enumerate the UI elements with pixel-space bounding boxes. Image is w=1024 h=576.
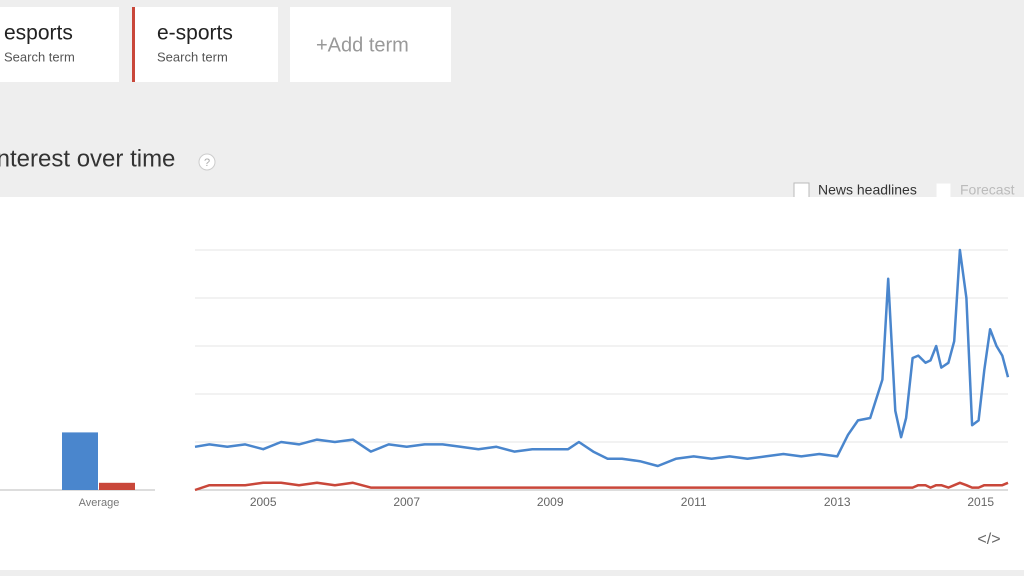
- x-tick-label: 2013: [824, 495, 851, 509]
- series-line: [194, 481, 1009, 492]
- x-tick-label: 2009: [537, 495, 564, 509]
- x-tick-label: 2005: [250, 495, 277, 509]
- chart-panel: [0, 197, 1024, 570]
- add-term-card[interactable]: [290, 7, 451, 82]
- help-text: ?: [204, 157, 210, 169]
- option-label: News headlines: [818, 182, 917, 198]
- term-caption: Search term: [4, 49, 75, 64]
- x-tick-label: 2011: [681, 495, 707, 509]
- average-label: Average: [79, 497, 120, 509]
- term-caption: Search term: [157, 49, 228, 64]
- help-icon[interactable]: [198, 153, 216, 171]
- checkbox[interactable]: [793, 182, 810, 199]
- embed-icon[interactable]: </>: [977, 531, 1000, 548]
- section-title: Interest over time: [0, 145, 175, 172]
- checkbox[interactable]: [935, 182, 952, 199]
- term-name: e-sports: [157, 22, 233, 45]
- average-bar: [99, 482, 135, 490]
- x-tick-label: 2015: [967, 495, 994, 509]
- average-bar: [62, 432, 98, 490]
- add-term[interactable]: +Add term: [316, 34, 409, 56]
- series-line: [194, 248, 1010, 468]
- term-card[interactable]: [0, 7, 119, 82]
- x-tick-label: 2007: [393, 495, 420, 509]
- term-card[interactable]: [132, 7, 278, 82]
- option-label: Forecast: [960, 182, 1015, 198]
- plot: 2005 2007 2009 2011 2013 2015: [62, 248, 1010, 509]
- term-color: [132, 7, 135, 82]
- term-name: esports: [4, 22, 73, 45]
